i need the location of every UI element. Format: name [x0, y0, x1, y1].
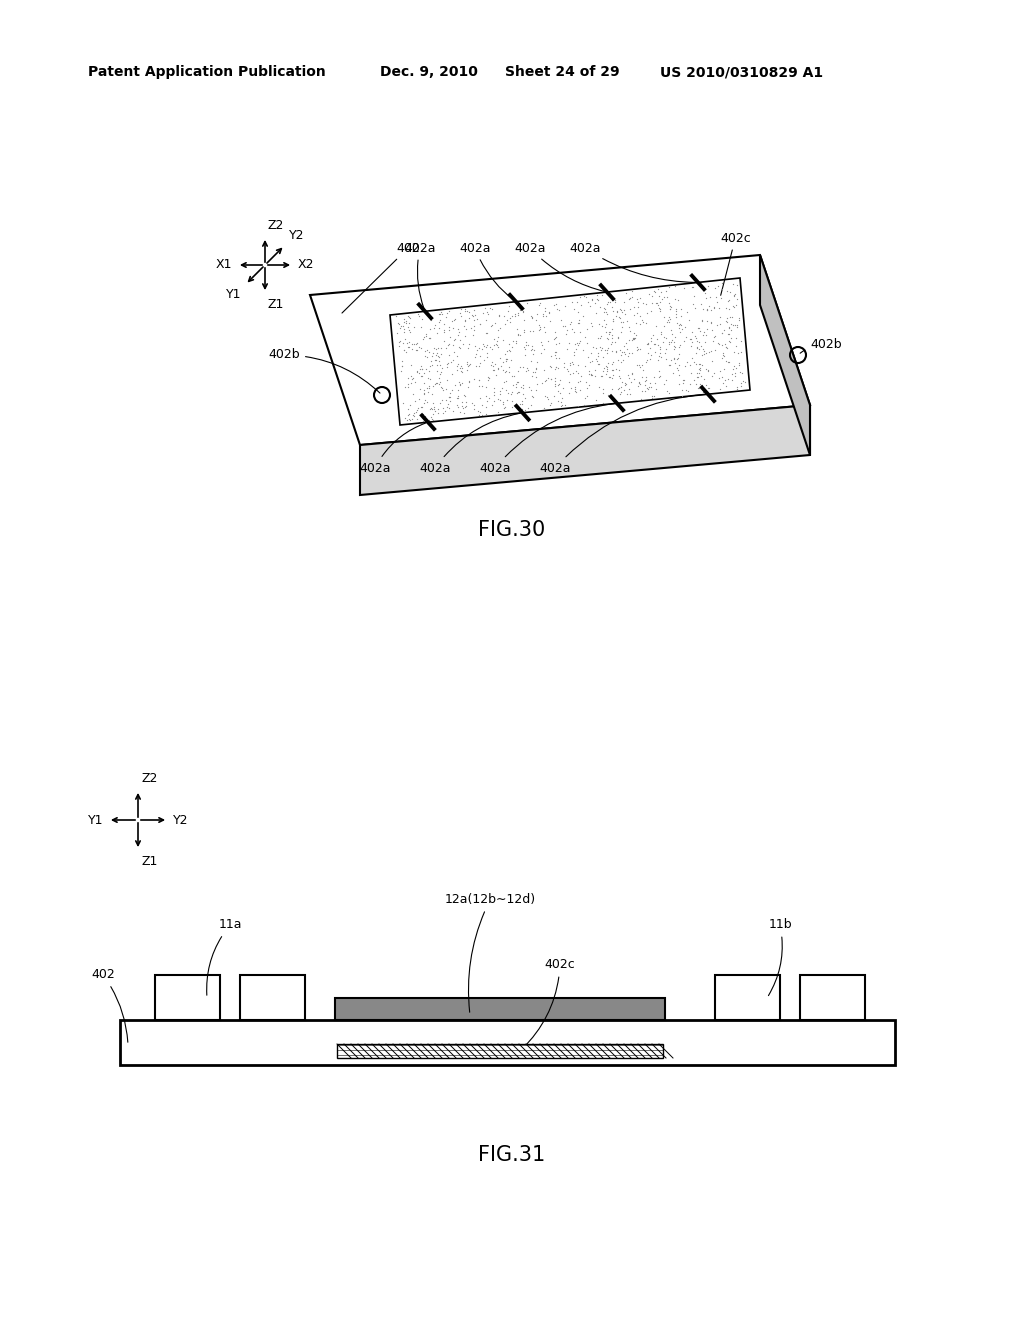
- Bar: [335, 998, 665, 1020]
- Text: Dec. 9, 2010: Dec. 9, 2010: [380, 65, 478, 79]
- Bar: [800, 975, 865, 1020]
- Text: 402c: 402c: [720, 231, 751, 296]
- Text: 402a: 402a: [540, 395, 706, 474]
- Text: 402a: 402a: [404, 242, 436, 309]
- Text: 402: 402: [91, 969, 128, 1043]
- Text: 402a: 402a: [359, 424, 425, 474]
- Text: 402a: 402a: [459, 242, 514, 300]
- Text: Y1: Y1: [87, 813, 103, 826]
- Text: 402c: 402c: [522, 958, 575, 1049]
- Polygon shape: [360, 405, 810, 495]
- Text: 402b: 402b: [268, 348, 380, 393]
- Text: 11b: 11b: [768, 919, 792, 995]
- Text: X2: X2: [298, 259, 314, 272]
- Text: Sheet 24 of 29: Sheet 24 of 29: [505, 65, 620, 79]
- Text: Y1: Y1: [226, 288, 242, 301]
- Polygon shape: [390, 279, 750, 425]
- Text: Y2: Y2: [173, 813, 188, 826]
- Polygon shape: [760, 255, 810, 455]
- Text: 402a: 402a: [514, 242, 604, 292]
- Bar: [337, 1044, 663, 1059]
- Text: 402a: 402a: [479, 404, 614, 474]
- Text: Y2: Y2: [289, 230, 304, 243]
- Text: 402: 402: [342, 242, 420, 313]
- Text: 402b: 402b: [800, 338, 842, 354]
- Text: 402a: 402a: [419, 413, 520, 474]
- Bar: [155, 975, 220, 1020]
- Bar: [120, 1020, 895, 1065]
- Text: Z2: Z2: [268, 219, 285, 232]
- Polygon shape: [310, 255, 810, 445]
- Text: 11a: 11a: [207, 919, 242, 995]
- Text: Z1: Z1: [268, 298, 285, 312]
- Text: FIG.30: FIG.30: [478, 520, 546, 540]
- Text: 12a(12b∼12d): 12a(12b∼12d): [444, 894, 536, 1012]
- Text: 402a: 402a: [569, 242, 695, 282]
- Text: FIG.31: FIG.31: [478, 1144, 546, 1166]
- Bar: [715, 975, 780, 1020]
- Text: Z2: Z2: [141, 772, 158, 785]
- Text: Z1: Z1: [141, 855, 158, 869]
- Text: X1: X1: [215, 259, 232, 272]
- Text: Patent Application Publication: Patent Application Publication: [88, 65, 326, 79]
- Text: US 2010/0310829 A1: US 2010/0310829 A1: [660, 65, 823, 79]
- Bar: [240, 975, 305, 1020]
